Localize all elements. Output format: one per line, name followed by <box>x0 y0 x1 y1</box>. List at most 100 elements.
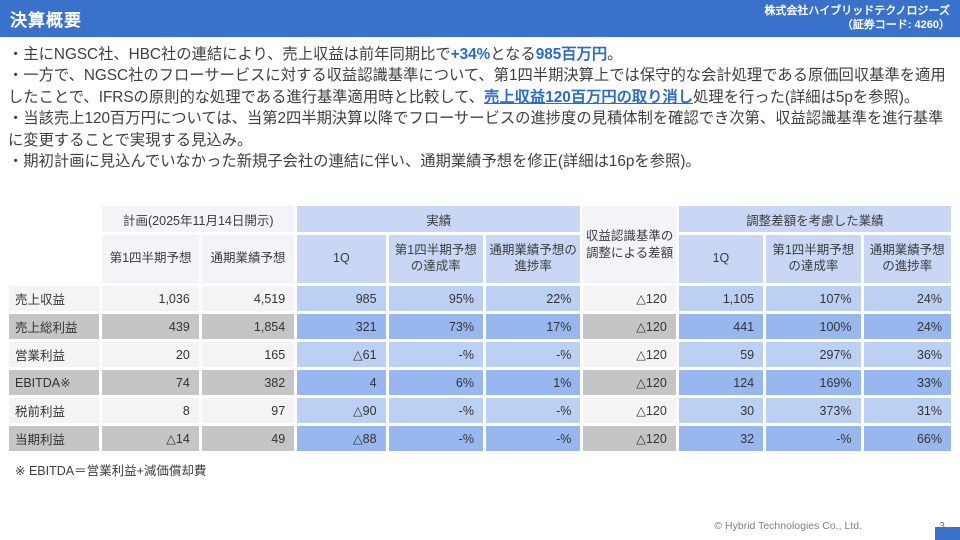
group-header-adjusted: 調整差額を考慮した業績 <box>678 206 951 232</box>
actual-value: 95% <box>388 286 483 311</box>
actual-value: -% <box>485 426 581 451</box>
col-header-q1-forecast: 第1四半期予想 <box>102 235 199 283</box>
col-header-fy-forecast: 通期業績予想 <box>201 235 295 283</box>
corner-accent <box>935 527 960 540</box>
highlight-text: 985百万円 <box>535 46 608 63</box>
plan-value: 49 <box>201 426 295 451</box>
plan-value: 1,854 <box>201 314 295 339</box>
body-text: ・当該売上120百万円については、当第2四半期決算以降でフローサービスの進捗度の… <box>8 110 944 149</box>
adjusted-value: 30 <box>678 398 764 423</box>
row-label: 売上総利益 <box>9 314 100 339</box>
row-label: EBITDA※ <box>9 370 100 395</box>
adjustment-value: △120 <box>583 342 676 367</box>
body-text: 処理を行った(詳細は5pを参照)。 <box>693 88 920 106</box>
adjusted-value: 24% <box>863 314 951 339</box>
actual-value: 321 <box>297 314 386 339</box>
adjusted-value: 33% <box>863 370 951 395</box>
actual-value: -% <box>485 398 581 423</box>
adjusted-value: 441 <box>678 314 764 339</box>
actual-value: 985 <box>297 286 386 311</box>
plan-value: △14 <box>102 426 199 451</box>
group-header-plan: 計画(2025年11月14日開示) <box>102 206 295 232</box>
plan-value: 8 <box>102 398 199 423</box>
table-row: EBITDA※ 74 382 4 6% 1% △120 124 169% 33% <box>9 370 951 395</box>
actual-value: △90 <box>297 398 386 423</box>
title-bar: 決算概要 株式会社ハイブリッドテクノロジーズ （証券コード: 4260） <box>0 0 960 37</box>
actual-value: 17% <box>485 314 581 339</box>
adjustment-value: △120 <box>583 426 676 451</box>
table-row: 税前利益 8 97 △90 -% -% △120 30 373% 31% <box>9 398 951 423</box>
actual-value: 73% <box>388 314 483 339</box>
body-text: ・主にNGSC社、HBC社の連結により、売上収益は前年同期比で <box>8 46 451 63</box>
row-label: 税前利益 <box>9 398 100 423</box>
col-header-adjusted-achievement: 第1四半期予想の達成率 <box>766 235 861 283</box>
table-corner-cell <box>9 206 99 283</box>
adjusted-value: 36% <box>863 342 951 367</box>
table-row: 売上収益 1,036 4,519 985 95% 22% △120 1,105 107% 24% <box>9 286 951 311</box>
actual-value: 1% <box>485 370 581 395</box>
company-name: 株式会社ハイブリッドテクノロジーズ <box>764 4 950 17</box>
plan-value: 74 <box>102 370 199 395</box>
adjusted-value: 373% <box>766 398 861 423</box>
plan-value: 20 <box>102 342 199 367</box>
copyright: © Hybrid Technologies Co., Ltd. <box>714 520 862 532</box>
adjusted-value: 32 <box>678 426 764 451</box>
body-text: 。 <box>607 46 623 63</box>
actual-value: 22% <box>485 286 581 311</box>
plan-value: 97 <box>201 398 295 423</box>
adjustment-value: △120 <box>583 398 676 423</box>
highlight-text: +34% <box>450 46 491 63</box>
adjusted-value: 124 <box>678 370 764 395</box>
actual-value: △88 <box>297 426 386 451</box>
actual-value: 6% <box>388 370 483 395</box>
plan-value: 1,036 <box>102 286 199 311</box>
actual-value: 4 <box>297 370 386 395</box>
plan-value: 4,519 <box>201 286 295 311</box>
adjustment-value: △120 <box>583 314 676 339</box>
col-header-actual-progress: 通期業績予想の進捗率 <box>485 235 581 283</box>
adjusted-value: 107% <box>766 286 861 311</box>
body-text: ・一方で、NGSC社のフローサービスに対する収益認識基準について、第1四半期決算… <box>8 67 946 106</box>
bullet-line: ・主にNGSC社、HBC社の連結により、売上収益は前年同期比で+34%となる98… <box>8 44 954 65</box>
adjustment-value: △120 <box>583 286 676 311</box>
company-info: 株式会社ハイブリッドテクノロジーズ （証券コード: 4260） <box>764 5 950 33</box>
table-row: 営業利益 20 165 △61 -% -% △120 59 297% 36% <box>9 342 951 367</box>
plan-value: 439 <box>102 314 199 339</box>
body-text: ・期初計画に見込んでいなかった新規子会社の連結に伴い、通期業績予想を修正(詳細は… <box>8 153 701 171</box>
results-table: 計画(2025年11月14日開示) 実績 収益認識基準の調整による差額 調整差額… <box>6 203 954 454</box>
col-header-actual-1q: 1Q <box>297 235 386 283</box>
adjusted-value: -% <box>766 426 861 451</box>
page-number: 3 <box>939 520 945 532</box>
table-row: 当期利益 △14 49 △88 -% -% △120 32 -% 66% <box>9 426 951 451</box>
adjusted-value: 24% <box>863 286 951 311</box>
group-header-adjustment: 収益認識基準の調整による差額 <box>583 206 676 283</box>
group-header-actual: 実績 <box>297 206 581 232</box>
body-text: となる <box>490 46 536 63</box>
adjusted-value: 59 <box>678 342 764 367</box>
actual-value: -% <box>485 342 581 367</box>
adjustment-value: △120 <box>583 370 676 395</box>
actual-value: -% <box>388 342 483 367</box>
adjusted-value: 100% <box>766 314 861 339</box>
adjusted-value: 31% <box>863 398 951 423</box>
plan-value: 382 <box>201 370 295 395</box>
plan-value: 165 <box>201 342 295 367</box>
table-row: 売上総利益 439 1,854 321 73% 17% △120 441 100% 24% <box>9 314 951 339</box>
row-label: 当期利益 <box>9 426 100 451</box>
bullet-line: ・一方で、NGSC社のフローサービスに対する収益認識基準について、第1四半期決算… <box>8 65 954 108</box>
page-title: 決算概要 <box>10 11 82 30</box>
bullet-line: ・当該売上120百万円については、当第2四半期決算以降でフローサービスの進捗度の… <box>8 108 954 151</box>
adjusted-value: 169% <box>766 370 861 395</box>
col-header-actual-achievement: 第1四半期予想の達成率 <box>388 235 483 283</box>
row-label: 売上収益 <box>9 286 100 311</box>
actual-value: △61 <box>297 342 386 367</box>
adjusted-value: 297% <box>766 342 861 367</box>
results-table-body: 売上収益 1,036 4,519 985 95% 22% △120 1,105 107% 24% 売… <box>9 286 951 451</box>
bullet-list: ・主にNGSC社、HBC社の連結により、売上収益は前年同期比で+34%となる98… <box>8 44 954 172</box>
bullet-line: ・期初計画に見込んでいなかった新規子会社の連結に伴い、通期業績予想を修正(詳細は… <box>8 151 954 172</box>
adjusted-value: 1,105 <box>678 286 764 311</box>
col-header-adjusted-1q: 1Q <box>678 235 764 283</box>
footnote: ※ EBITDA＝営業利益+減価償却費 <box>15 464 207 478</box>
row-label: 営業利益 <box>9 342 100 367</box>
